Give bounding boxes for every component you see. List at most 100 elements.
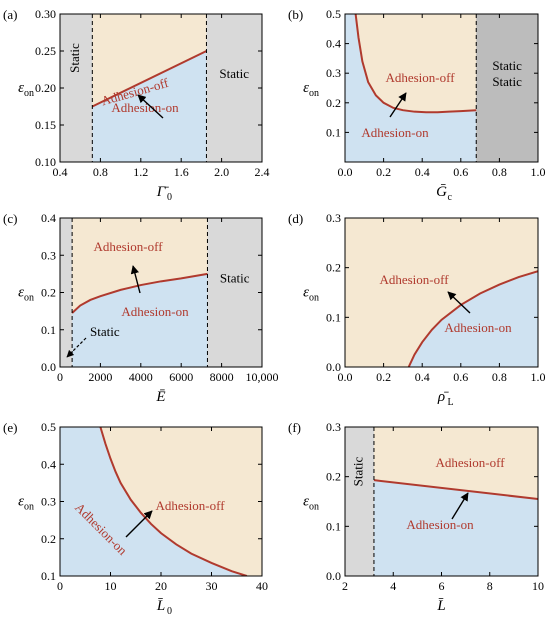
adhesion-on-region [408,271,538,367]
y-tick-label: 0.10 [35,155,56,169]
y-axis-label: ε [303,80,309,96]
x-tick-label: 10 [532,579,544,593]
adhesion-on-label: Adhesion-on [111,100,179,115]
x-tick-label: 20 [155,579,167,593]
panel-letter: (e) [3,420,17,435]
panel-letter: (f) [288,420,301,435]
chart-panel-4: 0.0 0.2 0.4 0.6 0.8 1.00.00.10.20.3(d)ε onρ̄ LA… [288,211,546,408]
static-label: Static [67,43,82,73]
adhesion-on-label: Adhesion-on [361,125,429,140]
transition-arrow [125,510,153,538]
x-tick-label: 0 [57,370,63,384]
static-region [345,427,374,576]
x-tick-label: 6000 [169,370,193,384]
plot-area [345,218,538,367]
y-tick-label: 0.1 [326,519,341,533]
adhesion-on-region [92,51,207,162]
adhesion-off-label: Adhesion-off [93,239,163,254]
transition-arrow [451,492,469,520]
static-region [206,14,262,162]
panel-letter: (a) [3,7,17,22]
adhesion-off-label: Adhesion-off [379,272,449,287]
y-tick-label: 0.5 [41,420,56,434]
x-axis-label: Ḡ [436,184,447,200]
transition-arrow [137,94,164,119]
x-tick-label: 1.0 [531,370,546,384]
x-tick-label: 4000 [129,370,153,384]
x-tick-label: 0.4 [415,370,430,384]
y-tick-label: 0.20 [35,81,56,95]
x-tick-label: 30 [206,579,218,593]
y-axis-label: ε [303,285,309,301]
x-axis-label: L̄ [436,598,445,614]
adhesion-on-region [373,480,538,576]
plot-frame [344,217,539,368]
x-tick-label: 8000 [210,370,234,384]
y-tick-label: 0.4 [41,457,56,471]
plot-area [60,14,262,162]
x-tick-label: 1.6 [174,165,189,179]
panel-letter: (d) [288,211,303,226]
x-axis-label-sub: c [448,192,453,203]
chart-panel-3: Static 0 2000 4000 6000 8000 10,000 0.0 0.1 0.2 0.… [3,211,279,405]
boundary-line [407,270,538,367]
y-tick-label: 0.3 [41,495,56,509]
chart-panel-1: Static Static 0.4 0.8 1.2 1.6 2.0 2.4 0.10 0.15 0.… [3,7,270,203]
static-note-label: Static [90,324,120,339]
chart-panel-6: Static 2 4 6 8 10 0.0 0.1 0.2 0.3 (f) ε on L̄ Adhesion… [288,420,544,614]
y-tick-label: 0.1 [326,310,341,324]
y-tick-label: 0.5 [326,7,341,21]
y-tick-label: 0.3 [326,66,341,80]
y-axis-label-sub: on [24,88,34,99]
y-tick-label: 0.2 [326,470,341,484]
x-axis-label-sub: 0 [167,606,172,617]
y-tick-label: 0.15 [35,118,56,132]
static-region [207,218,262,367]
panel-letter: (c) [3,211,17,226]
x-tick-label: 6 [439,579,445,593]
static-region [60,14,93,162]
x-tick-label: 0.6 [453,165,468,179]
x-tick-label: 0 [57,579,63,593]
static-note-arrow [66,337,87,358]
x-tick-label: 10,000 [246,370,279,384]
y-tick-label: 0.0 [41,360,56,374]
y-tick-label: 0.4 [41,211,56,225]
x-axis-label: Ē [155,389,165,405]
x-tick-label: 1.0 [531,165,546,179]
y-axis-label-sub: on [309,293,319,304]
y-tick-label: 0.1 [326,125,341,139]
x-tick-label: 8 [487,579,493,593]
y-axis-label: ε [18,494,24,510]
plot-area [60,427,262,576]
transition-arrow [389,92,407,118]
static-label: Static [220,271,250,286]
y-tick-label: 0.2 [41,532,56,546]
y-tick-label: 0.3 [326,420,341,434]
y-tick-label: 0.0 [326,569,341,583]
y-tick-label: 0.2 [326,96,341,110]
plot-frame [344,13,539,163]
y-axis-label-sub: on [24,502,34,513]
y-tick-label: 0.2 [326,261,341,275]
plot-area [345,14,538,162]
x-tick-label: 2.0 [214,165,229,179]
x-tick-label: 0.0 [338,165,353,179]
y-tick-label: 0.4 [326,37,341,51]
adhesion-on-label: Adhesion-on [121,304,189,319]
adhesion-on-label: Adhesion-on [406,517,474,532]
y-tick-label: 0.3 [41,248,56,262]
x-tick-label: 0.2 [376,370,391,384]
boundary-line [71,272,208,314]
x-tick-label: 4 [390,579,396,593]
y-tick-label: 0.3 [326,211,341,225]
x-tick-label: 40 [256,579,268,593]
x-axis-label-sub: L [448,397,454,408]
y-tick-label: 0.25 [35,44,56,58]
x-tick-label: 1.2 [133,165,148,179]
y-axis-label-sub: on [309,88,319,99]
y-axis-label: ε [18,80,24,96]
plot-area [345,427,538,576]
